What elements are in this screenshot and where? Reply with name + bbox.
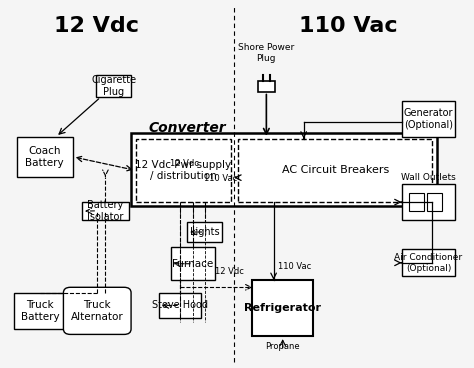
FancyBboxPatch shape <box>238 139 432 202</box>
FancyBboxPatch shape <box>96 75 131 97</box>
FancyBboxPatch shape <box>428 193 442 211</box>
Text: Cigarette
Plug: Cigarette Plug <box>91 75 136 97</box>
FancyBboxPatch shape <box>131 133 437 206</box>
Text: Refrigerator: Refrigerator <box>244 303 321 313</box>
Text: 12 Vdc: 12 Vdc <box>54 16 138 36</box>
FancyBboxPatch shape <box>64 287 131 335</box>
FancyBboxPatch shape <box>401 249 456 276</box>
Text: 110 Vac: 110 Vac <box>278 262 311 271</box>
FancyBboxPatch shape <box>187 222 222 242</box>
Text: 12 Vdc: 12 Vdc <box>215 268 244 276</box>
FancyBboxPatch shape <box>401 184 456 220</box>
Text: Wall Outlets: Wall Outlets <box>401 173 456 182</box>
FancyBboxPatch shape <box>252 280 313 336</box>
Text: Truck
Battery: Truck Battery <box>21 300 59 322</box>
Text: 12 Vdc: 12 Vdc <box>170 159 199 168</box>
Text: Shore Power
Plug: Shore Power Plug <box>238 43 294 63</box>
Text: Stove Hood: Stove Hood <box>152 300 208 311</box>
Text: Propane: Propane <box>265 342 300 351</box>
FancyBboxPatch shape <box>82 202 129 220</box>
FancyBboxPatch shape <box>401 100 456 137</box>
FancyBboxPatch shape <box>171 247 215 280</box>
Text: Generator
(Optional): Generator (Optional) <box>404 108 453 130</box>
FancyBboxPatch shape <box>258 81 275 92</box>
Text: Furnace: Furnace <box>172 259 213 269</box>
FancyBboxPatch shape <box>409 193 424 211</box>
Text: Coach
Battery: Coach Battery <box>26 146 64 167</box>
Text: AC Circuit Breakers: AC Circuit Breakers <box>282 165 389 176</box>
Text: Battery
Isolator: Battery Isolator <box>87 201 124 222</box>
Text: 12 Vdc Pwr supply
/ distribution: 12 Vdc Pwr supply / distribution <box>136 160 232 181</box>
FancyBboxPatch shape <box>159 293 201 318</box>
FancyBboxPatch shape <box>136 139 231 202</box>
Text: 110 Vac: 110 Vac <box>204 174 238 183</box>
Text: Converter: Converter <box>148 121 226 135</box>
FancyBboxPatch shape <box>17 137 73 177</box>
Text: Lights: Lights <box>190 227 219 237</box>
Text: Truck
Alternator: Truck Alternator <box>71 300 124 322</box>
Text: 110 Vac: 110 Vac <box>299 16 397 36</box>
Text: Air Conditioner
(Optional): Air Conditioner (Optional) <box>394 253 463 273</box>
FancyBboxPatch shape <box>14 293 66 329</box>
